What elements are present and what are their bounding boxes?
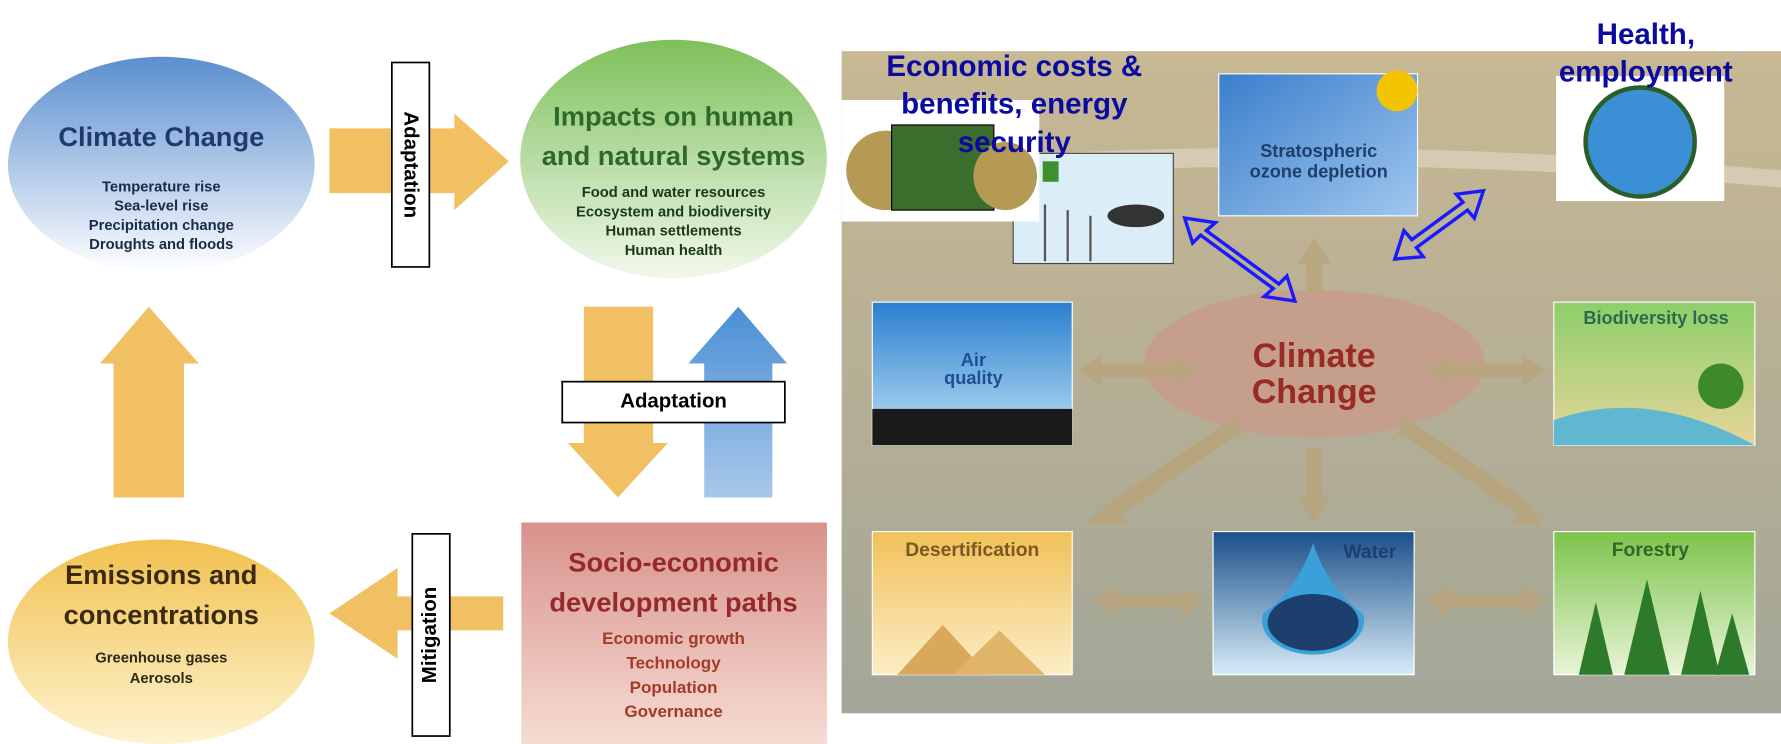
climate-node xyxy=(7,56,315,273)
sun xyxy=(1376,70,1418,112)
center-ellipse xyxy=(1143,289,1485,438)
turbines xyxy=(1043,204,1092,262)
globe xyxy=(1583,85,1697,199)
node-item: Technology xyxy=(626,653,721,672)
panel-label: Stratospheric xyxy=(1260,141,1377,161)
node-item: Human settlements xyxy=(606,224,742,240)
node-item: Precipitation change xyxy=(89,218,234,234)
node-item: Human health xyxy=(625,243,723,259)
dune xyxy=(954,630,1045,675)
left-diagram: Climate Change Adaptation Impacts on hum… xyxy=(7,39,827,744)
connectors xyxy=(1079,238,1545,617)
caption: Economic costs & xyxy=(886,50,1142,83)
caption: Health, xyxy=(1597,18,1695,51)
node-item: Ecosystem and biodiversity xyxy=(576,204,772,220)
panel-label: Biodiversity loss xyxy=(1583,308,1728,328)
caption: security xyxy=(958,126,1072,159)
dune xyxy=(897,624,989,675)
node-item: Governance xyxy=(624,702,722,721)
emissions-node xyxy=(7,539,315,744)
panel-label: Water xyxy=(1343,542,1396,563)
panel-label: ozone depletion xyxy=(1250,161,1388,181)
node-title: Emissions and xyxy=(65,559,257,590)
socio-node xyxy=(521,522,827,744)
arrow-label: Adaptation xyxy=(400,111,423,218)
caption: benefits, energy xyxy=(901,87,1128,120)
smoke xyxy=(1107,204,1165,228)
caption: employment xyxy=(1559,56,1733,89)
node-title: concentrations xyxy=(64,599,259,630)
desert-panel xyxy=(871,531,1073,676)
center-title: Change xyxy=(1252,373,1377,411)
city xyxy=(872,408,1073,446)
node-title: Impacts on human xyxy=(553,100,794,131)
label-box xyxy=(391,61,431,268)
node-item: Population xyxy=(630,678,718,697)
tree xyxy=(1698,363,1744,409)
panel-label: Air xyxy=(961,350,986,370)
arrow xyxy=(99,306,199,498)
panel-label: Forestry xyxy=(1612,540,1689,561)
node-item: Sea-level rise xyxy=(114,199,208,215)
impacts-node xyxy=(520,39,827,279)
arrow-label: Mitigation xyxy=(418,587,441,684)
node-title: Climate Change xyxy=(58,121,264,152)
node-title: Socio-economic xyxy=(568,547,778,578)
icon xyxy=(1042,161,1059,182)
panel-label: Desertification xyxy=(905,540,1039,561)
node-item: Aerosols xyxy=(130,671,193,687)
globe xyxy=(1267,594,1359,651)
node-title: and natural systems xyxy=(542,140,806,171)
node-item: Greenhouse gases xyxy=(95,651,227,667)
trees xyxy=(1578,579,1750,675)
center-title: Climate xyxy=(1253,337,1376,375)
node-title: development paths xyxy=(549,586,797,617)
label-box xyxy=(411,533,451,737)
node-item: Droughts and floods xyxy=(89,237,233,253)
blue-arrows xyxy=(1182,188,1486,304)
water-area xyxy=(1553,407,1755,446)
node-item: Temperature rise xyxy=(102,179,221,195)
money-bag xyxy=(973,141,1038,211)
right-diagram: Climate Change Stratospheric ozone deple… xyxy=(841,18,1781,714)
panel-label: quality xyxy=(944,368,1003,388)
arrow-label: Adaptation xyxy=(620,390,727,413)
label-box xyxy=(561,380,786,424)
node-item: Economic growth xyxy=(602,629,745,648)
node-item: Food and water resources xyxy=(582,185,766,201)
